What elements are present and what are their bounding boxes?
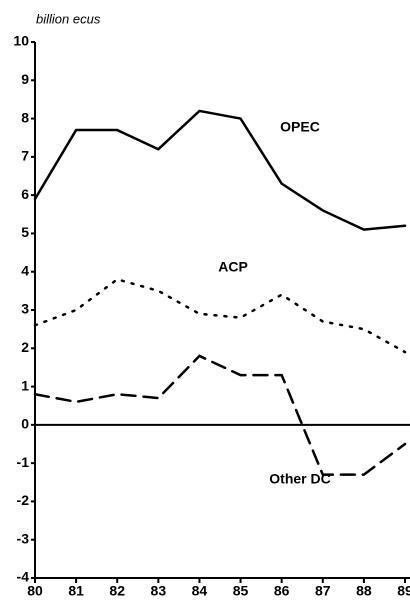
series-label: Other DC (269, 471, 330, 487)
x-tick-label: 82 (109, 583, 125, 599)
y-tick-label: 10 (13, 33, 29, 49)
y-tick-label: -1 (17, 454, 30, 470)
x-tick-label: 87 (315, 583, 331, 599)
y-tick-label: 6 (21, 186, 29, 202)
series-line (33, 278, 407, 354)
y-tick-label: 7 (21, 148, 29, 164)
x-tick-label: 89 (397, 583, 410, 599)
series-label: OPEC (280, 119, 320, 135)
x-tick-label: 88 (356, 583, 372, 599)
y-tick-label: 9 (21, 71, 29, 87)
y-tick-label: 0 (21, 416, 29, 432)
x-tick-label: 80 (27, 583, 43, 599)
y-tick-label: -3 (17, 530, 30, 546)
y-tick-label: 1 (21, 377, 29, 393)
series-label: ACP (218, 259, 248, 275)
x-tick-label: 83 (151, 583, 167, 599)
x-tick-label: 86 (274, 583, 290, 599)
series-line (33, 354, 407, 476)
y-tick-label: 3 (21, 301, 29, 317)
y-tick-label: 4 (21, 262, 29, 278)
x-tick-label: 85 (233, 583, 249, 599)
y-tick-label: -2 (17, 492, 30, 508)
y-tick-label: 8 (21, 109, 29, 125)
x-tick-label: 84 (192, 583, 208, 599)
y-tick-label: 5 (21, 224, 29, 240)
y-axis-label: billion ecus (36, 11, 101, 26)
y-tick-label: -4 (17, 569, 30, 585)
x-tick-label: 81 (68, 583, 84, 599)
series-line (33, 109, 407, 231)
y-tick-label: 2 (21, 339, 29, 355)
